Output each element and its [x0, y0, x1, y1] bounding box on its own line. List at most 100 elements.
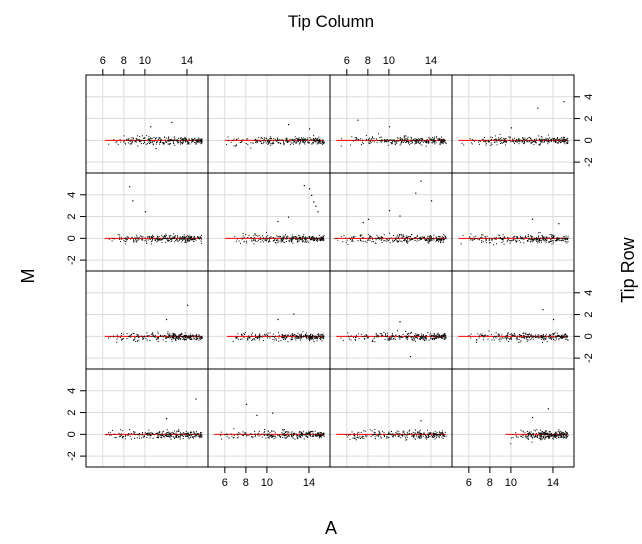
data-point [557, 238, 559, 240]
data-point [125, 434, 127, 436]
data-point [388, 239, 390, 241]
data-point [374, 428, 376, 430]
data-point [134, 141, 136, 143]
data-point [374, 433, 376, 435]
data-point [121, 437, 123, 439]
data-point [185, 338, 187, 340]
data-point [184, 432, 186, 434]
data-point [259, 337, 261, 339]
data-point [495, 138, 497, 140]
data-point [316, 240, 318, 242]
data-point [563, 137, 565, 139]
data-point [161, 434, 163, 436]
data-point [301, 432, 303, 434]
data-point [403, 140, 405, 142]
data-point [443, 239, 445, 241]
data-point [299, 141, 301, 143]
data-point [320, 432, 322, 434]
data-point [297, 335, 299, 337]
data-point [309, 137, 311, 139]
data-point [142, 338, 144, 340]
data-point [301, 236, 303, 238]
data-point [322, 337, 324, 339]
data-point [199, 432, 201, 434]
data-point [444, 236, 446, 238]
data-point [369, 139, 371, 141]
data-point [403, 239, 405, 241]
data-point [179, 139, 181, 141]
data-point [319, 336, 321, 338]
data-point [168, 335, 170, 337]
data-point [136, 234, 138, 236]
data-point [400, 240, 402, 242]
data-point [541, 234, 543, 236]
data-point [178, 337, 180, 339]
data-point [201, 139, 203, 141]
data-point [139, 139, 141, 141]
data-point [267, 332, 269, 334]
data-point [196, 139, 198, 141]
data-point [565, 333, 567, 335]
data-point [176, 434, 178, 436]
data-point [157, 336, 159, 338]
data-point [412, 139, 414, 141]
outlier-point [357, 119, 359, 121]
data-point [559, 430, 561, 432]
data-point [404, 239, 406, 241]
data-point [150, 138, 152, 140]
data-point [541, 136, 543, 138]
data-point [565, 338, 567, 340]
data-point [429, 432, 431, 434]
data-point [291, 142, 293, 144]
panel-r1-c3 [329, 74, 453, 174]
data-point [507, 334, 509, 336]
data-point [561, 138, 563, 140]
data-point [443, 434, 445, 436]
data-point [304, 237, 306, 239]
data-point [445, 237, 447, 239]
data-point [431, 334, 433, 336]
data-point [300, 236, 302, 238]
data-point [318, 139, 320, 141]
data-point [444, 334, 446, 336]
data-point [304, 238, 306, 240]
data-point [298, 138, 300, 140]
data-point [304, 143, 306, 145]
data-point [312, 139, 314, 141]
data-point [558, 237, 560, 239]
data-point [343, 235, 345, 237]
data-point [200, 237, 202, 239]
data-point [177, 137, 179, 139]
data-point [431, 238, 433, 240]
data-point [538, 334, 540, 336]
data-point [414, 438, 416, 440]
data-point [144, 140, 146, 142]
data-point [543, 336, 545, 338]
data-point [233, 428, 235, 430]
data-point [433, 338, 435, 340]
data-point [402, 336, 404, 338]
data-point [390, 337, 392, 339]
data-point [485, 144, 487, 146]
data-point [244, 433, 246, 435]
data-point [260, 141, 262, 143]
data-point [433, 234, 435, 236]
data-point [135, 335, 137, 337]
data-point [519, 241, 521, 243]
data-point [437, 333, 439, 335]
data-point [311, 335, 313, 337]
data-point [263, 433, 265, 435]
data-point [263, 434, 265, 436]
data-point [311, 143, 313, 145]
data-point [562, 335, 564, 337]
data-point [143, 435, 145, 437]
data-point [541, 432, 543, 434]
data-point [125, 237, 127, 239]
data-point [176, 431, 178, 433]
data-point [134, 434, 136, 436]
data-point [540, 432, 542, 434]
data-point [168, 140, 170, 142]
data-point [272, 142, 274, 144]
data-point [309, 335, 311, 337]
data-point [193, 437, 195, 439]
